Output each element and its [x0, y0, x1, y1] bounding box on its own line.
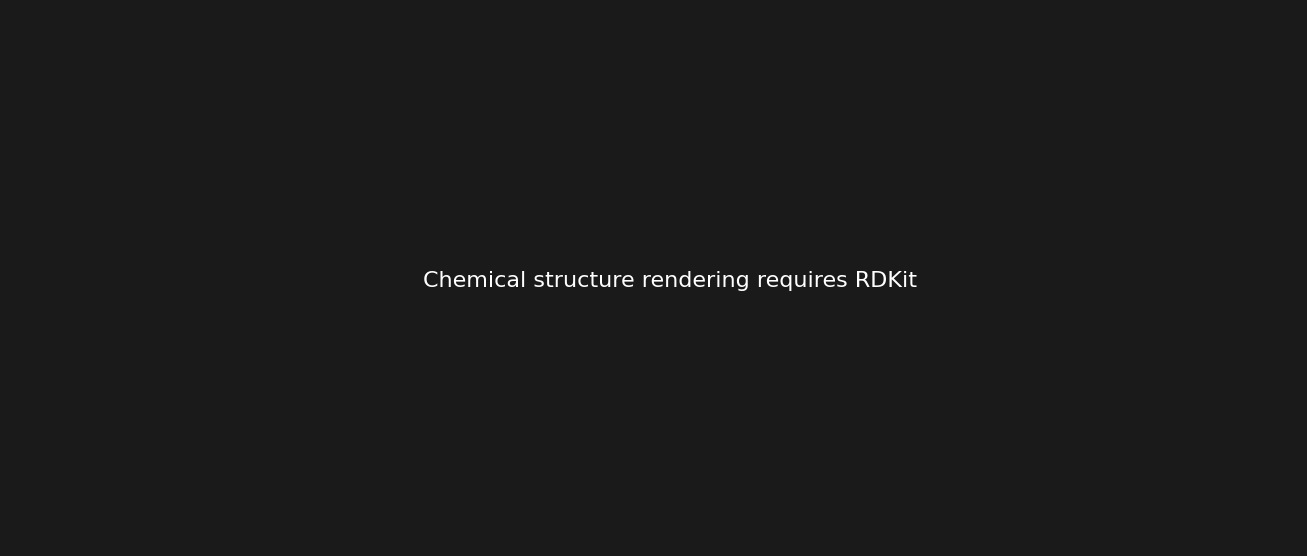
Text: Chemical structure rendering requires RDKit: Chemical structure rendering requires RD… [423, 271, 916, 291]
